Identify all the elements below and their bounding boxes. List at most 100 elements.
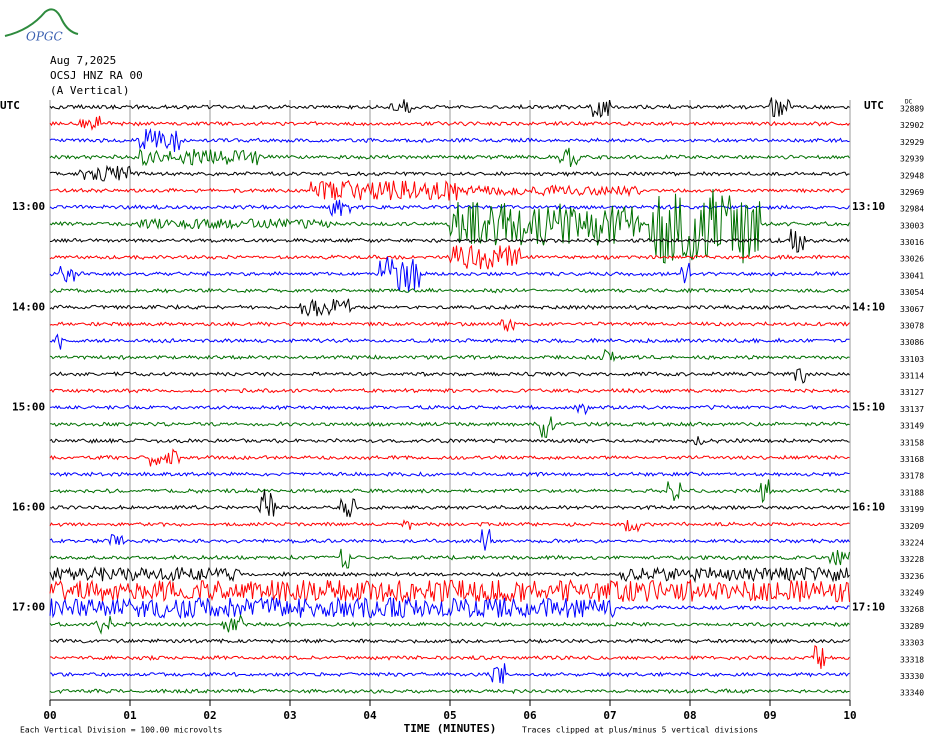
- trace: [49, 548, 850, 569]
- logo-curve: [4, 8, 79, 37]
- utc-right: UTC: [864, 99, 884, 112]
- trace: [49, 115, 850, 131]
- trace-level: 32969: [900, 188, 924, 197]
- trace: [49, 479, 850, 504]
- trace: [49, 529, 850, 551]
- trace-level: 33340: [900, 689, 924, 698]
- x-tick-label: 08: [683, 709, 696, 722]
- trace: [49, 256, 850, 292]
- x-tick-label: 00: [43, 709, 56, 722]
- trace: [49, 244, 850, 270]
- trace-level: 33137: [900, 405, 924, 414]
- x-tick-label: 09: [763, 709, 776, 722]
- trace-level: 33236: [900, 572, 924, 581]
- trace: [49, 638, 850, 645]
- trace-level: 33041: [900, 271, 924, 280]
- trace-level: 32929: [900, 138, 924, 147]
- trace: [49, 287, 850, 294]
- right-time: 15:10: [852, 400, 885, 413]
- right-time: 17:10: [852, 601, 885, 614]
- trace: [49, 318, 850, 332]
- trace-level: 33168: [900, 455, 924, 464]
- trace-level: 33149: [900, 422, 924, 431]
- trace: [49, 596, 850, 620]
- trace-level: 32984: [900, 205, 924, 214]
- trace: [49, 127, 850, 152]
- trace: [49, 519, 850, 533]
- right-time: 13:10: [852, 200, 885, 213]
- trace: [49, 403, 850, 416]
- left-time: 15:00: [12, 400, 45, 413]
- trace: [49, 180, 850, 201]
- right-time: 14:10: [852, 300, 885, 313]
- trace-level: 33209: [900, 522, 924, 531]
- trace-level: 33016: [900, 238, 924, 247]
- x-tick-label: 06: [523, 709, 537, 722]
- trace-level: 33330: [900, 672, 924, 681]
- right-time: 16:10: [852, 501, 885, 514]
- trace-level: 32902: [900, 121, 924, 130]
- x-axis-title: TIME (MINUTES): [404, 722, 497, 735]
- dc-label: DC: [905, 99, 913, 106]
- trace: [49, 333, 850, 350]
- x-tick-label: 03: [283, 709, 296, 722]
- trace: [49, 578, 850, 604]
- x-tick-label: 07: [603, 709, 616, 722]
- trace-level: 32948: [900, 171, 924, 180]
- trace: [50, 228, 850, 253]
- trace: [49, 368, 850, 384]
- trace-level: 33178: [900, 472, 924, 481]
- trace-level: 33228: [900, 555, 924, 564]
- left-time: 14:00: [12, 300, 45, 313]
- trace: [49, 436, 850, 446]
- left-time: 13:00: [12, 200, 45, 213]
- trace: [49, 471, 850, 478]
- trace-level: 33268: [900, 605, 924, 614]
- trace-level: 32889: [900, 105, 924, 114]
- x-tick-label: 01: [123, 709, 137, 722]
- utc-left: UTC: [0, 99, 20, 112]
- trace-level: 33103: [900, 355, 924, 364]
- trace-level: 33078: [900, 321, 924, 330]
- trace-level: 33086: [900, 338, 924, 347]
- logo-text: OPGC: [26, 30, 63, 44]
- trace-level: 33224: [900, 538, 924, 547]
- trace: [49, 164, 850, 182]
- trace-level: 33067: [900, 305, 924, 314]
- trace: [49, 566, 850, 584]
- x-tick-label: 10: [843, 709, 856, 722]
- scale-note: Each Vertical Division = 100.00 microvol…: [20, 726, 222, 735]
- trace: [49, 348, 850, 363]
- trace-level: 33318: [900, 655, 924, 664]
- trace: [49, 298, 850, 317]
- trace: [49, 448, 850, 467]
- trace-level: 33249: [900, 589, 924, 598]
- trace: [49, 489, 850, 518]
- trace: [49, 147, 850, 168]
- trace-level: 33199: [900, 505, 924, 514]
- trace-level: 33114: [900, 372, 924, 381]
- logo: OPGC: [4, 8, 79, 44]
- x-tick-label: 05: [443, 709, 456, 722]
- trace: [49, 613, 850, 635]
- trace-level: 33003: [900, 221, 924, 230]
- left-time: 16:00: [12, 501, 45, 514]
- date: Aug 7,2025: [50, 54, 116, 67]
- trace-level: 33289: [900, 622, 924, 631]
- x-tick-label: 02: [203, 709, 216, 722]
- trace-level: 33303: [900, 639, 924, 648]
- trace: [49, 688, 850, 695]
- trace: [49, 97, 850, 118]
- component: (A Vertical): [50, 84, 129, 97]
- trace-level: 33158: [900, 438, 924, 447]
- trace: [49, 645, 850, 669]
- trace-level: 33188: [900, 488, 924, 497]
- trace: [49, 416, 850, 438]
- trace: [49, 189, 850, 264]
- trace-level: 33026: [900, 255, 924, 264]
- left-time: 17:00: [12, 601, 45, 614]
- trace-level: 33127: [900, 388, 924, 397]
- trace: [49, 387, 850, 394]
- trace-level: 32939: [900, 155, 924, 164]
